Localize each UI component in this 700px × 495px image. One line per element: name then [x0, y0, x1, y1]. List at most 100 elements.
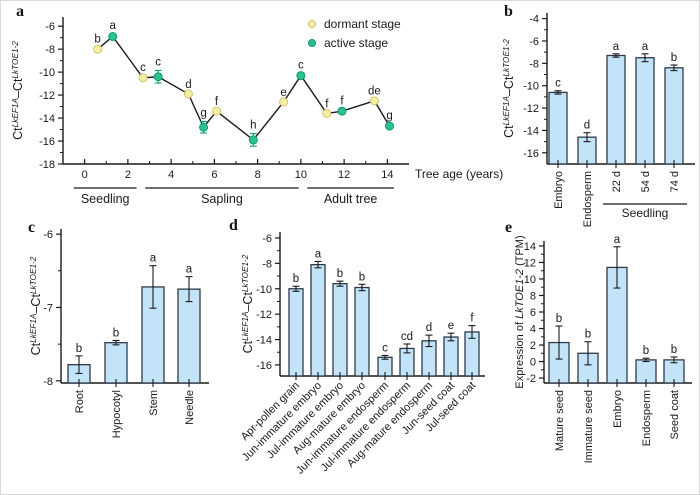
panel-e-plot: -2 0 2 4 6 8 10 12 14 b Mature seed b Immature seed a…: [514, 234, 692, 463]
legend-marker-active: [308, 39, 316, 47]
category-label: 74 d: [669, 171, 681, 192]
sig-letter: d: [584, 120, 590, 132]
sig-letter: h: [250, 120, 256, 132]
stage-label: Sapling: [201, 192, 243, 206]
category-label: Endosperm: [641, 390, 653, 446]
y-tick-label: -14: [39, 113, 55, 125]
y-tick-label: 8: [530, 290, 536, 302]
y-tick-label: -14: [256, 335, 272, 347]
sig-letter: e: [448, 320, 454, 332]
sig-letter: c: [155, 56, 161, 68]
y-tick-label: -8: [529, 58, 539, 70]
y-tick-label: -6: [43, 229, 53, 241]
legend-label: dormant stage: [324, 17, 401, 31]
y-tick-label: 10: [524, 274, 536, 286]
y-axis-title: CtLkEF1A–CtLkTOE1-2: [241, 254, 255, 353]
y-tick-label: -16: [523, 148, 539, 160]
sig-letter: f: [215, 96, 219, 108]
y-tick-label: -6: [529, 36, 539, 48]
category-label: 54 d: [640, 171, 652, 192]
y-tick-label: -8: [45, 44, 55, 56]
bar-needle: [177, 288, 201, 384]
data-point-active: [199, 122, 209, 132]
sig-letter: e: [280, 87, 286, 99]
category-label: Embryo: [553, 171, 565, 209]
sig-letter: f: [470, 313, 474, 325]
bar-jun-immature-embryo: [310, 263, 326, 377]
category-label: 22 d: [611, 171, 623, 192]
data-point-dormant: [369, 96, 379, 106]
data-point-dormant: [138, 73, 148, 83]
stage-label: Adult tree: [324, 192, 378, 206]
y-tick-label: -4: [529, 14, 539, 26]
sig-letter: a: [315, 248, 322, 260]
sig-letter: cd: [401, 331, 413, 343]
y-tick-label: 2: [530, 340, 536, 352]
sig-letter: b: [94, 33, 100, 45]
panel-c-label: c: [28, 219, 36, 236]
data-point-dormant: [279, 97, 289, 107]
bar-74-d: [664, 67, 684, 165]
x-tick-label: 14: [381, 169, 393, 181]
data-point-active: [296, 71, 306, 81]
y-axis-title: CtLkEF1A–CtLkTOE1-2: [29, 256, 43, 355]
sig-letter: c: [555, 78, 561, 90]
category-label: Stem: [148, 390, 160, 416]
y-axis-title: CtLkEF1A–CtLkTOE1-2: [502, 39, 516, 138]
category-label: Hypocotyl: [111, 390, 123, 438]
panel-a-plot: -6 -8 -10 -12 -14 -16 -18 0 2 4 6 8 10 12 14 Tree age (…: [11, 17, 503, 206]
stage-label: Seedling: [81, 192, 130, 206]
y-tick-label: -16: [256, 360, 272, 372]
y-tick-label: -12: [39, 90, 55, 102]
sig-letter: b: [337, 268, 343, 280]
data-point-dormant: [183, 89, 193, 99]
sig-letter: c: [140, 62, 146, 74]
y-tick-label: 12: [524, 257, 536, 269]
y-tick-label: -10: [39, 67, 55, 79]
y-tick-label: -2: [526, 373, 536, 385]
x-tick-label: 0: [82, 169, 88, 181]
category-label: Immature seed: [583, 390, 595, 463]
data-point-active: [248, 135, 258, 145]
bar-aug-mature-embryo: [354, 286, 370, 377]
sig-letter: a: [150, 253, 157, 265]
sig-letter: g: [200, 108, 206, 120]
sig-letter: a: [642, 41, 649, 53]
sig-letter: a: [110, 20, 117, 32]
legend-label: active stage: [324, 36, 388, 50]
bar-embryo: [548, 91, 568, 165]
data-point-dormant: [322, 108, 332, 118]
x-tick-label: 6: [211, 169, 217, 181]
bar-jul-immature-embryo: [332, 283, 348, 377]
y-tick-label: -12: [256, 309, 272, 321]
data-point-dormant: [93, 44, 103, 54]
y-tick-label: -6: [45, 21, 55, 33]
category-label: Seed coat: [669, 390, 681, 440]
y-axis-title: CtLkEF1A–CtLkTOE1-2: [11, 41, 25, 140]
sig-letter: a: [186, 264, 193, 276]
group-label: Seedling: [622, 206, 669, 220]
data-point-active: [337, 106, 347, 116]
y-tick-label: -18: [39, 159, 55, 171]
sig-letter: b: [585, 329, 591, 341]
sig-letter: f: [325, 98, 329, 110]
bar-54-d: [635, 57, 655, 165]
y-tick-label: -7: [43, 302, 53, 314]
y-tick-label: -14: [523, 125, 539, 137]
bar-apr-pollen-grain: [288, 288, 304, 377]
sig-letter: b: [556, 313, 562, 325]
x-tick-label: 2: [125, 169, 131, 181]
sig-letter: b: [76, 343, 82, 355]
panel-b-plot: -4 -6 -8 -10 -12 -14 -16 c Embryo d Endosperm a 22 d…: [502, 13, 695, 227]
sig-letter: d: [426, 322, 432, 334]
y-tick-label: 6: [530, 307, 536, 319]
category-label: Endosperm: [582, 171, 594, 227]
legend-marker-dormant: [308, 20, 316, 28]
y-tick-label: -10: [523, 81, 539, 93]
bar-hypocotyl: [104, 342, 128, 384]
x-tick-label: 4: [168, 169, 174, 181]
category-label: Root: [74, 390, 86, 413]
sig-letter: b: [643, 345, 649, 357]
